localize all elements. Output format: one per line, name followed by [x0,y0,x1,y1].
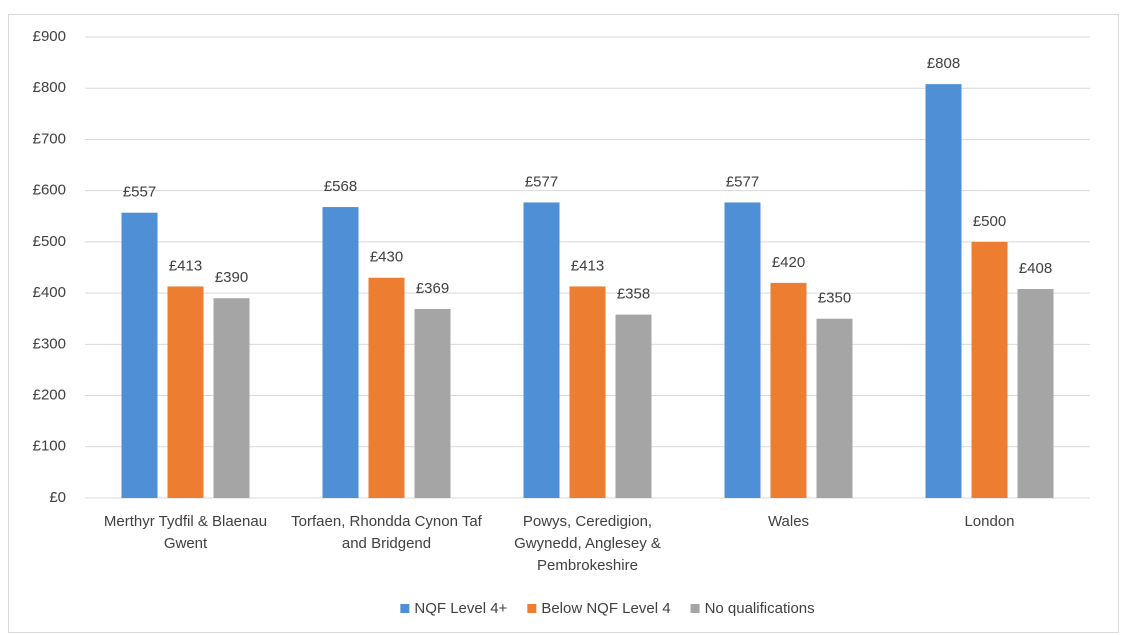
x-tick-label: Wales [767,513,810,530]
y-tick-label: £900 [33,28,66,45]
y-tick-label: £700 [33,130,66,147]
bar [770,282,807,498]
data-label: £413 [571,257,604,274]
x-tick-label: Torfaen, Rhondda Cynon Taf and Bridgend [291,513,482,552]
data-label: £420 [772,254,805,271]
data-label: £557 [123,184,156,201]
data-label: £577 [726,173,759,190]
y-tick-label: £200 [33,387,66,404]
data-label: £358 [617,286,650,303]
y-tick-label: £0 [49,489,66,506]
y-tick-label: £300 [33,335,66,352]
bar [213,298,250,498]
bar [724,202,761,498]
data-label: £808 [927,55,960,72]
data-label: £500 [973,213,1006,230]
data-label: £390 [215,269,248,286]
y-tick-label: £400 [33,284,66,301]
y-tick-label: £500 [33,233,66,250]
legend-label: Below NQF Level 4 [541,600,670,617]
bar [167,286,204,498]
data-label: £369 [416,280,449,297]
data-label: £408 [1019,260,1052,277]
data-label: £350 [818,290,851,307]
bar [1017,289,1054,498]
legend-label: No qualifications [705,600,815,617]
bar [971,241,1008,498]
data-label: £577 [525,173,558,190]
y-tick-label: £800 [33,79,66,96]
legend-swatch [527,604,537,613]
data-label: £413 [169,257,202,274]
bar [569,286,606,498]
x-tick-label: London [964,513,1015,530]
bar [523,202,560,498]
y-tick-label: £600 [33,182,66,199]
chart-border [8,14,1119,633]
bar [322,207,359,498]
data-label: £568 [324,178,357,195]
data-label: £430 [370,249,403,266]
bar [925,84,962,498]
legend-swatch [690,604,700,613]
bar [615,314,652,498]
y-tick-label: £100 [33,438,66,455]
bar [368,277,405,498]
bar [414,308,451,498]
legend-swatch [400,604,410,613]
bar [816,318,853,498]
x-tick-label: Powys, Ceredigion, Gwynedd, Anglesey & P… [514,513,661,574]
bar [121,212,158,499]
x-tick-label: Merthyr Tydfil & Blaenau Gwent [103,513,268,552]
legend-label: NQF Level 4+ [414,600,507,617]
